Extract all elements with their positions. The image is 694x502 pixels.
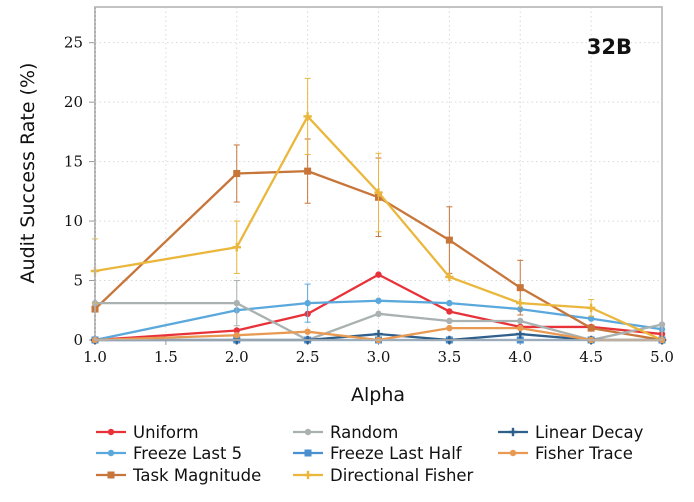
data-point: [587, 315, 595, 322]
x-tick-label: 2.0: [225, 348, 249, 366]
x-tick-label: 4.5: [579, 348, 603, 366]
legend-swatch-marker: [107, 428, 115, 436]
data-point: [587, 324, 595, 332]
x-tick-label: 1.0: [83, 348, 107, 366]
legend-item-uniform: Uniform: [96, 423, 199, 442]
series-line: [94, 326, 662, 342]
legend: Uniform Freeze Last 5 Task Magnitude Random…: [96, 423, 644, 485]
data-point: [233, 327, 240, 334]
y-tick-label: 5: [73, 272, 83, 290]
legend-swatch-marker: [107, 449, 115, 457]
y-tick-label: 0: [73, 331, 83, 349]
series-directional-fisher: [90, 77, 667, 345]
data-point: [303, 112, 312, 121]
legend-swatch-marker: [303, 470, 313, 480]
legend-item-directional-fisher: Directional Fisher: [293, 466, 474, 485]
y-tick-label: 15: [64, 153, 83, 171]
legend-item-freeze-last-5: Freeze Last 5: [96, 444, 242, 463]
legend-item-freeze-last-half: Freeze Last Half: [293, 444, 463, 463]
legend-item-random: Random: [293, 423, 398, 442]
legend-item-task-magnitude: Task Magnitude: [96, 466, 261, 485]
series-line: [94, 115, 663, 342]
chart-annotation: 32B: [587, 35, 632, 59]
x-tick-label: 3.0: [367, 348, 391, 366]
plot-frame: [94, 6, 663, 341]
data-point: [445, 272, 454, 282]
data-point: [232, 243, 241, 252]
x-tick-label: 5.0: [650, 348, 674, 366]
series-line: [94, 169, 663, 342]
series-line: [94, 273, 663, 342]
legend-label: Random: [330, 423, 398, 442]
x-axis-label: Alpha: [351, 384, 405, 406]
data-point: [517, 324, 524, 332]
x-tick-label: 1.5: [154, 348, 178, 366]
y-tick-label: 25: [64, 34, 83, 52]
legend-label: Freeze Last Half: [330, 444, 463, 463]
data-point: [375, 310, 382, 318]
legend-label: Uniform: [133, 423, 199, 442]
axes: 1.0 1.5 2.0 2.5 3.0 3.5 4.0 4.5 5.0 0 5 10 15 20 25: [64, 7, 674, 366]
data-point: [517, 317, 524, 325]
x-tick-label: 2.5: [296, 348, 320, 366]
legend-label: Linear Decay: [535, 423, 644, 442]
legend-item-fisher-trace: Fisher Trace: [498, 444, 633, 463]
data-point: [446, 317, 453, 325]
y-tick-label: 10: [64, 212, 83, 230]
x-tick-label: 4.0: [508, 348, 532, 366]
series-line: [95, 301, 663, 342]
legend-label: Task Magnitude: [132, 466, 261, 485]
data-point: [446, 308, 453, 315]
legend-label: Freeze Last 5: [133, 444, 242, 463]
data-point: [445, 236, 453, 244]
legend-swatch-marker: [107, 471, 115, 479]
data-point: [233, 170, 241, 177]
y-axis-label: Audit Success Rate (%): [17, 63, 39, 284]
data-point: [233, 332, 240, 339]
legend-item-linear-decay: Linear Decay: [498, 423, 644, 442]
legend-label: Fisher Trace: [535, 444, 633, 463]
data-point: [304, 328, 311, 335]
y-tick-label: 20: [64, 93, 83, 111]
data-point: [446, 299, 453, 307]
legend-label: Directional Fisher: [330, 466, 474, 485]
data-point: [446, 324, 453, 332]
x-tick-label: 3.5: [437, 348, 461, 366]
data-point: [233, 299, 240, 307]
series-fisher-trace: [91, 324, 666, 344]
data-point: [375, 271, 382, 278]
legend-swatch-marker: [304, 428, 312, 436]
data-point: [304, 167, 312, 175]
data-point: [586, 303, 596, 313]
data-point: [304, 299, 311, 307]
data-point: [516, 298, 525, 308]
legend-swatch-marker: [304, 449, 312, 457]
data-point: [374, 188, 383, 197]
data-point: [516, 284, 524, 292]
legend-swatch-marker: [508, 427, 518, 437]
data-point: [375, 297, 382, 304]
legend-swatch-marker: [509, 449, 517, 457]
